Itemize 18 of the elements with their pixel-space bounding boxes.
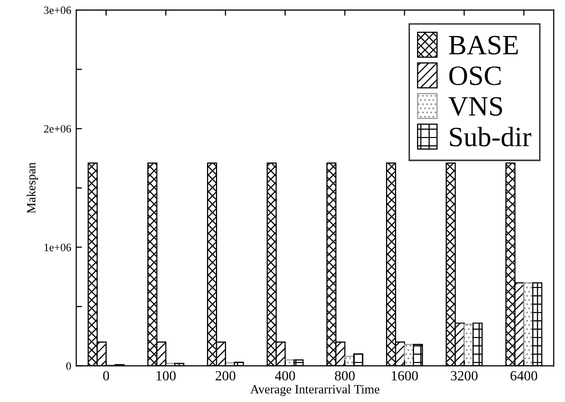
- y-axis-title: Makespan: [26, 162, 38, 214]
- y-tick-label: 3e+06: [44, 6, 72, 14]
- x-tick-label: 100: [156, 371, 176, 380]
- x-tick-label: 6400: [510, 371, 538, 380]
- x-tick-label: 800: [334, 371, 355, 380]
- x-tick-label: 200: [216, 371, 236, 380]
- x-tick-label: 1600: [392, 371, 418, 380]
- y-tick-label: 1e+06: [44, 244, 72, 252]
- legend-label: VNS: [448, 97, 502, 116]
- y-tick-label: 2e+06: [44, 125, 72, 133]
- x-tick-label: 0: [103, 371, 110, 380]
- legend-label: Sub-dir: [450, 126, 532, 146]
- x-tick-label: 400: [275, 371, 296, 380]
- x-axis-title: Average Interarrival Time: [250, 384, 380, 396]
- legend-label: OSC: [449, 66, 501, 86]
- x-tick-label: 3200: [450, 371, 478, 380]
- y-tick-label: 0: [66, 362, 71, 370]
- legend-label: BASE: [448, 36, 518, 54]
